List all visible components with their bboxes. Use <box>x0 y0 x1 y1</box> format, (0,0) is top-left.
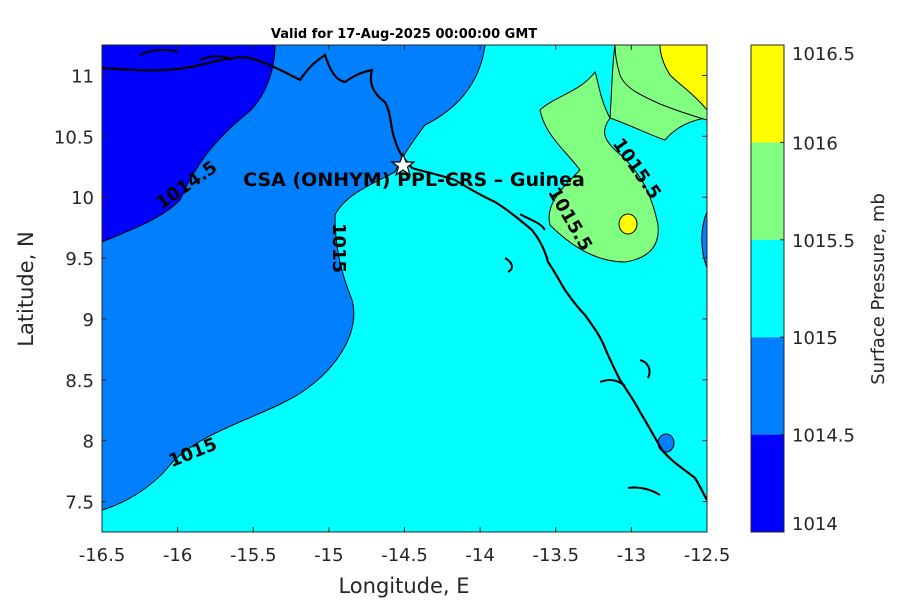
y-tick-label: 7.5 <box>65 493 94 514</box>
y-tick-label: 11 <box>71 66 94 87</box>
x-tick-label: -15 <box>314 545 343 566</box>
colorbar-tick-label: 1016.5 <box>792 44 855 65</box>
x-tick-label: -12.5 <box>684 545 731 566</box>
y-tick-label: 9 <box>83 310 94 331</box>
colorbar-tick-label: 1015.5 <box>792 231 855 252</box>
y-axis: 7.5 8 8.5 9 9.5 10 10.5 11 <box>54 66 707 514</box>
chart-title: Valid for 17-Aug-2025 00:00:00 GMT <box>271 27 537 42</box>
colorbar-frame <box>750 44 785 533</box>
colorbar-swatch <box>751 239 784 338</box>
station-star-icon <box>390 152 416 177</box>
contour-level-1016 <box>659 45 707 111</box>
colorbar-tick-label: 1014.5 <box>792 426 855 447</box>
colorbar-tick-label: 1015 <box>792 328 838 349</box>
contour-fill-layer <box>102 45 707 532</box>
y-tick-label: 10.5 <box>54 127 94 148</box>
colorbar-tick-label: 1014 <box>792 514 838 535</box>
x-tick-label: -14 <box>465 545 494 566</box>
contour-label-1015-west: 1015 <box>328 223 349 273</box>
x-tick-label: -15.5 <box>230 545 277 566</box>
x-tick-label: -13 <box>617 545 646 566</box>
y-tick-label: 8.5 <box>65 371 94 392</box>
station-marker: CSA (ONHYM) PPL-CRS – Guinea <box>243 152 585 191</box>
contour-level-1014 <box>102 45 276 243</box>
x-axis: -16.5 -16 -15.5 -15 -14.5 -14 -13.5 -13 -12.5 <box>79 45 731 566</box>
y-tick-label: 9.5 <box>65 249 94 270</box>
station-label: CSA (ONHYM) PPL-CRS – Guinea <box>243 169 585 191</box>
x-tick-label: -16.5 <box>79 545 126 566</box>
coastline <box>102 53 707 501</box>
x-tick-label: -13.5 <box>532 545 579 566</box>
colorbar-swatch <box>751 142 784 240</box>
colorbar-tick-label: 1016 <box>792 133 838 154</box>
y-tick-label: 10 <box>71 188 94 209</box>
y-axis-label: Latitude, N <box>14 231 38 347</box>
contour-level-1016-blob <box>618 213 638 235</box>
colorbar-swatch <box>751 45 784 143</box>
x-axis-label: Longitude, E <box>338 574 469 598</box>
y-tick-label: 8 <box>83 432 94 453</box>
coastline-islands <box>139 48 661 496</box>
colorbar-swatch <box>751 337 784 435</box>
colorbar-swatch <box>751 434 784 532</box>
colorbar: 1014 1014.5 1015 1015.5 1016 1016.5 <box>750 44 855 535</box>
x-tick-label: -14.5 <box>381 545 428 566</box>
colorbar-label: Surface Pressure, mb <box>868 193 889 385</box>
x-tick-label: -16 <box>163 545 192 566</box>
